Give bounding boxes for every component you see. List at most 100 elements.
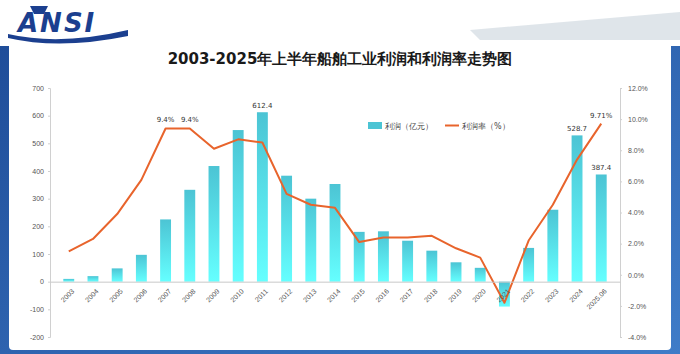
y-tick: 0 [40,278,50,285]
bar [305,199,316,282]
y2-tick: -4.0% [620,334,646,341]
y-tick-label: 700 [32,85,44,92]
bar [475,268,486,282]
y2-tick-mark [620,181,622,182]
x-tick-label: 2018 [423,287,439,303]
x-tick: 2010 [229,282,245,304]
x-tick-label: 2025.06 [585,287,608,310]
y-tick: 100 [32,251,50,258]
x-tick: 2007 [156,282,172,304]
x-tick-label: 2015 [350,287,366,303]
bar [63,279,74,282]
y-tick-label: 500 [32,140,44,147]
bar [451,262,462,281]
data-label: 528.7 [567,125,587,133]
x-tick-label: 2004 [84,287,100,303]
y-tick: 200 [32,223,50,230]
logo-text: ANSI [16,8,96,38]
y2-tick: 10.0% [620,116,648,123]
x-tick-label: 2010 [229,287,245,303]
content-panel [9,40,671,350]
bar [160,219,171,281]
y-tick: 500 [32,140,50,147]
bar [596,174,607,281]
bar [330,184,341,282]
x-tick: 2025.06 [585,282,608,311]
legend: 利润（亿元） 利润率（%） [368,122,510,131]
x-tick-label: 2011 [254,287,270,303]
y2-tick: 8.0% [620,147,644,154]
x-tick: 2019 [447,282,463,304]
y2-tick-label: 12.0% [628,85,648,92]
x-tick: 2006 [132,282,148,304]
legend-item: 利润率（%） [445,122,510,131]
y-axis-line [48,89,51,338]
legend-swatch [368,122,382,129]
x-tick: 2022 [519,282,535,304]
y2-tick: -2.0% [620,303,646,310]
x-tick: 2009 [205,282,221,304]
y-tick-mark [48,116,50,117]
legend-swatch [445,125,459,127]
x-tick-label: 2023 [544,287,560,303]
chart-root: ANSI 2003-2025年上半年船舶工业利润和利润率走势图 -200 -100 0 1… [0,0,680,354]
x-tick-label: 2020 [471,287,487,303]
bar [426,251,437,282]
ship-decoration [470,12,680,40]
y-tick-mark [48,254,50,255]
y-tick-label: 400 [32,168,44,175]
y2-tick-label: 0.0% [628,271,644,278]
x-tick: 2016 [374,282,390,304]
y-tick-label: -200 [30,334,44,341]
x-tick-label: 2022 [519,287,535,303]
x-axis: 2003200420052006200720082009201020112012… [51,282,621,311]
x-tick: 2013 [302,282,318,304]
chart-title: 2003-2025年上半年船舶工业利润和利润率走势图 [168,50,513,68]
x-tick: 2017 [398,282,414,304]
x-tick-label: 2021 [495,287,511,303]
y2-tick-label: 2.0% [628,240,644,247]
y2-tick-mark [620,150,622,151]
bar [209,166,220,282]
bar [136,255,147,282]
data-label: 9.4% [157,116,175,124]
y2-tick-mark [620,213,622,214]
x-tick-label: 2003 [60,287,76,303]
x-tick: 2015 [350,282,366,304]
y2-tick-label: -4.0% [628,334,646,341]
header-band [0,0,680,46]
x-tick: 2004 [84,282,100,304]
bar [547,210,558,282]
y2-tick-mark [620,119,622,120]
legend-label: 利润（亿元） [385,122,433,131]
y2-tick-mark [620,88,622,89]
y-tick-label: 0 [40,278,44,285]
data-label: 612.4 [252,102,273,110]
y-tick: -200 [30,334,50,341]
logo: ANSI [8,6,128,44]
y2-tick-mark [620,275,622,276]
y-tick-label: -100 [30,306,44,313]
bar [184,190,195,282]
y2-tick-label: 4.0% [628,209,644,216]
y-tick-mark [48,88,50,89]
y2-tick-label: 6.0% [628,178,644,185]
x-tick-label: 2012 [277,287,293,303]
y-axis: -200-1000100200300400500600700 [30,85,51,341]
x-axis-line [51,282,621,283]
y2-tick-label: 8.0% [628,147,644,154]
x-tick-label: 2005 [108,287,124,303]
y2-axis: -4.0% -2.0% 0.0% 2.0% 4.0% 6.0% 8.0% 10.0% 12.0% [620,85,648,341]
y-tick: 600 [32,112,50,119]
plot-area [63,112,606,306]
data-label: 9.71% [590,112,613,120]
y-tick-label: 600 [32,112,44,119]
y-tick-mark [48,143,50,144]
bar [354,232,365,282]
x-tick-label: 2013 [302,287,318,303]
x-tick: 2021 [495,282,511,304]
y2-tick: 6.0% [620,178,644,185]
bar [112,268,123,281]
x-tick: 2012 [277,282,293,304]
y2-tick: 12.0% [620,85,648,92]
